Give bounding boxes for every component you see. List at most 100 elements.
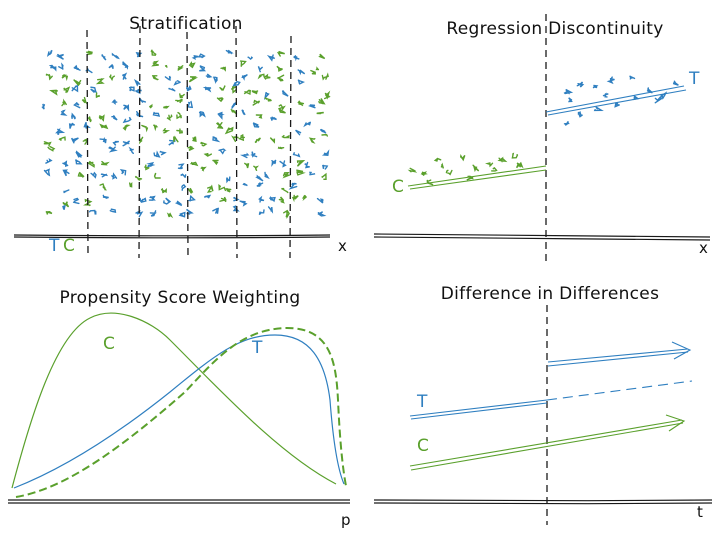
rd-title: Regression Discontinuity (446, 19, 663, 39)
stratification-point (232, 205, 240, 212)
did-x-label: t (697, 503, 703, 521)
stratification-point (187, 187, 194, 194)
rd-points (407, 75, 679, 186)
stratification-point (187, 145, 195, 152)
stratification-point (95, 78, 105, 85)
rd-treated-point (592, 84, 599, 89)
stratification-point (200, 141, 208, 147)
rd-x-label: x (699, 239, 708, 257)
stratification-point (278, 103, 286, 111)
stratification-point (321, 172, 327, 180)
stratification-point (61, 98, 68, 107)
stratification-point (318, 53, 326, 60)
strata-boundary-line (138, 25, 141, 259)
stratification-point (252, 122, 260, 128)
stratification-point (148, 195, 156, 201)
stratification-point (321, 149, 330, 157)
stratification-point (241, 109, 246, 116)
rd-x-axis (373, 233, 711, 241)
stratification-point (256, 182, 264, 187)
stratification-point (162, 127, 171, 134)
stratification-point (47, 145, 56, 152)
stratification-point (238, 133, 245, 142)
stratification-point (278, 196, 285, 204)
propensity-control-label: C (103, 334, 115, 354)
stratification-point (247, 56, 254, 61)
stratification-point (225, 187, 232, 193)
stratification-point (279, 160, 287, 168)
rd-control-point (426, 179, 434, 186)
stratification-x-label: x (338, 237, 347, 255)
stratification-point (186, 85, 192, 92)
did-control-arrow (409, 414, 686, 471)
stratification-point (111, 99, 118, 106)
stratification-point (149, 210, 157, 217)
stratification-point (108, 146, 118, 153)
stratification-point (318, 98, 326, 105)
stratification-point (219, 85, 226, 91)
rd-treated-point (606, 76, 615, 85)
stratification-point (62, 160, 69, 167)
stratification-point (119, 169, 127, 176)
strata-boundary-line (186, 31, 189, 259)
did-panel: Difference in Differences T C t (373, 284, 713, 525)
stratification-point (205, 73, 213, 78)
stratification-point (264, 73, 271, 79)
stratification-point (322, 164, 329, 170)
stratification-point (58, 136, 66, 141)
stratification-point (304, 161, 310, 169)
stratification-point (277, 146, 285, 150)
stratification-point (48, 64, 57, 72)
stratification-points (41, 49, 331, 219)
stratification-point (153, 172, 161, 179)
stratification-point (166, 114, 173, 122)
stratification-point (225, 176, 231, 184)
stratification-control-label: C (63, 236, 75, 256)
stratification-point (174, 200, 183, 207)
stratification-point (70, 137, 79, 144)
did-title: Difference in Differences (441, 284, 659, 304)
stratification-point (320, 128, 327, 134)
stratification-point (198, 110, 206, 118)
stratification-point (202, 86, 212, 93)
stratification-point (111, 52, 120, 60)
stratification-point (139, 197, 147, 203)
stratification-point (278, 108, 286, 114)
stratification-point (292, 152, 301, 158)
stratification-point (257, 73, 267, 80)
rd-treated-point (563, 88, 574, 95)
stratification-point (62, 201, 70, 208)
stratification-point (176, 111, 182, 120)
stratification-point (46, 49, 53, 57)
stratification-point (90, 171, 97, 179)
rd-treated-point (576, 81, 585, 88)
stratification-point (241, 73, 248, 81)
stratification-point (166, 212, 174, 219)
stratification-point (75, 150, 83, 158)
regression-discontinuity-panel: Regression Discontinuity C T x (373, 14, 711, 262)
stratification-point (254, 137, 261, 144)
stratification-point (150, 49, 157, 56)
stratification-point (55, 127, 66, 136)
stratification-point (180, 173, 187, 178)
stratification-point (176, 128, 183, 134)
stratification-point (73, 64, 81, 71)
rd-control-point (420, 171, 428, 176)
stratification-point (297, 100, 305, 107)
rd-control-label: C (392, 177, 404, 197)
stratification-point (159, 150, 167, 156)
rd-treated-point (567, 97, 573, 103)
stratification-point (179, 93, 185, 99)
stratification-point (62, 204, 66, 211)
stratification-point (190, 161, 199, 167)
rd-control-point (407, 167, 418, 173)
stratification-point (83, 121, 91, 129)
stratification-point (250, 151, 258, 158)
stratification-point (122, 61, 129, 70)
stratification-point (101, 54, 107, 61)
stratification-point (99, 183, 108, 191)
rd-control-point (511, 152, 519, 159)
stratification-point (324, 90, 331, 100)
stratification-point (109, 208, 117, 214)
rd-control-point (433, 157, 442, 162)
